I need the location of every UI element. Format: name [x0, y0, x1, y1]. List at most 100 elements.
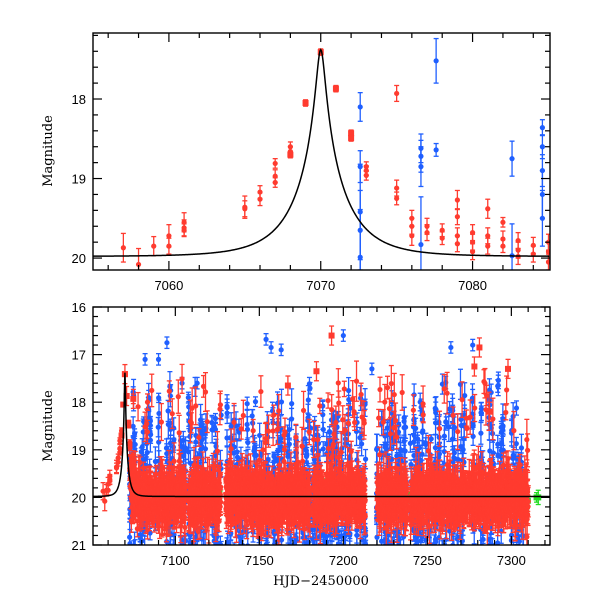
data-marker [342, 545, 347, 550]
blue-data-point [434, 39, 439, 84]
data-marker [300, 545, 305, 550]
data-marker [423, 440, 428, 445]
blue-data-point [403, 545, 408, 553]
blue-data-point [418, 197, 423, 292]
red-data-point [470, 244, 475, 260]
red-data-point [485, 199, 490, 218]
data-marker [409, 233, 414, 238]
blue-data-point [250, 410, 255, 423]
red-data-point [257, 193, 262, 206]
red-data-point [531, 246, 536, 262]
zoom-panel-frame [93, 33, 550, 270]
red-data-point [273, 159, 278, 169]
red-data-point [348, 135, 354, 141]
data-marker [455, 197, 460, 202]
zoom-panel-ylabel: Magnitude [41, 115, 56, 187]
data-marker [191, 550, 196, 555]
data-marker [303, 551, 308, 556]
data-marker [171, 437, 176, 442]
data-marker [403, 425, 408, 430]
data-marker [133, 442, 138, 447]
data-marker [398, 551, 403, 556]
data-marker [237, 545, 242, 550]
data-marker [148, 417, 153, 422]
data-marker [131, 424, 136, 429]
data-marker [413, 426, 418, 431]
red-data-point [151, 237, 156, 256]
data-marker [253, 399, 258, 404]
data-marker [434, 58, 439, 63]
data-marker [245, 543, 250, 548]
red-data-point [500, 218, 505, 228]
blue-data-point [132, 545, 137, 561]
data-marker [215, 550, 220, 555]
data-marker [121, 245, 126, 250]
blue-data-point [253, 397, 258, 407]
zoom-panel-y-tick-label: 18 [72, 92, 86, 107]
data-marker [424, 230, 429, 235]
data-marker [287, 442, 292, 447]
data-marker [314, 545, 319, 550]
data-marker [386, 546, 391, 551]
data-marker [228, 545, 233, 550]
data-marker [242, 206, 247, 211]
zoom-panel-y-tick-label: 19 [72, 172, 86, 187]
data-marker [455, 214, 460, 219]
data-marker [362, 547, 367, 552]
zoom-panel-x-tick-label: 7080 [458, 278, 487, 293]
data-marker [395, 550, 400, 555]
data-marker [181, 228, 186, 233]
zoom-panel-y-tick-label: 20 [72, 251, 86, 266]
data-marker [320, 551, 325, 556]
data-marker [245, 440, 250, 445]
data-marker [151, 244, 156, 249]
data-marker [132, 545, 137, 550]
data-marker [418, 242, 423, 247]
data-marker [289, 416, 294, 421]
data-marker [307, 381, 312, 386]
data-marker [231, 548, 236, 553]
data-marker [257, 433, 262, 438]
data-marker [418, 164, 423, 169]
data-marker [429, 436, 434, 441]
blue-data-point [509, 141, 514, 176]
data-marker [195, 549, 200, 554]
data-marker [500, 220, 505, 225]
data-marker [289, 401, 294, 406]
data-marker [434, 147, 439, 152]
data-marker [397, 548, 402, 553]
data-marker [540, 125, 545, 130]
data-marker [358, 255, 363, 260]
data-marker [273, 161, 278, 166]
zoom-panel-data [121, 39, 551, 305]
data-marker [333, 86, 339, 92]
data-marker [359, 441, 364, 446]
data-marker [186, 395, 191, 400]
red-data-point [273, 178, 278, 188]
red-data-point [166, 238, 171, 254]
zoom-panel-model-curve [93, 50, 549, 256]
data-marker [420, 430, 425, 435]
red-data-point [455, 190, 460, 209]
red-data-point [287, 152, 293, 158]
red-data-point [394, 85, 399, 101]
red-data-point [500, 240, 505, 253]
data-marker [304, 448, 309, 453]
blue-data-point [245, 397, 250, 410]
blue-data-point [215, 546, 220, 558]
red-data-point [303, 100, 309, 106]
red-data-point [136, 249, 141, 281]
data-marker [321, 446, 326, 451]
data-marker [245, 401, 250, 406]
data-marker [303, 100, 309, 106]
full-panel-data [100, 326, 541, 570]
data-marker [485, 244, 490, 249]
data-marker [228, 551, 233, 556]
data-marker [213, 416, 218, 421]
data-marker [347, 546, 352, 551]
blue-data-point [127, 529, 132, 557]
data-marker [156, 425, 161, 430]
data-marker [455, 241, 460, 246]
